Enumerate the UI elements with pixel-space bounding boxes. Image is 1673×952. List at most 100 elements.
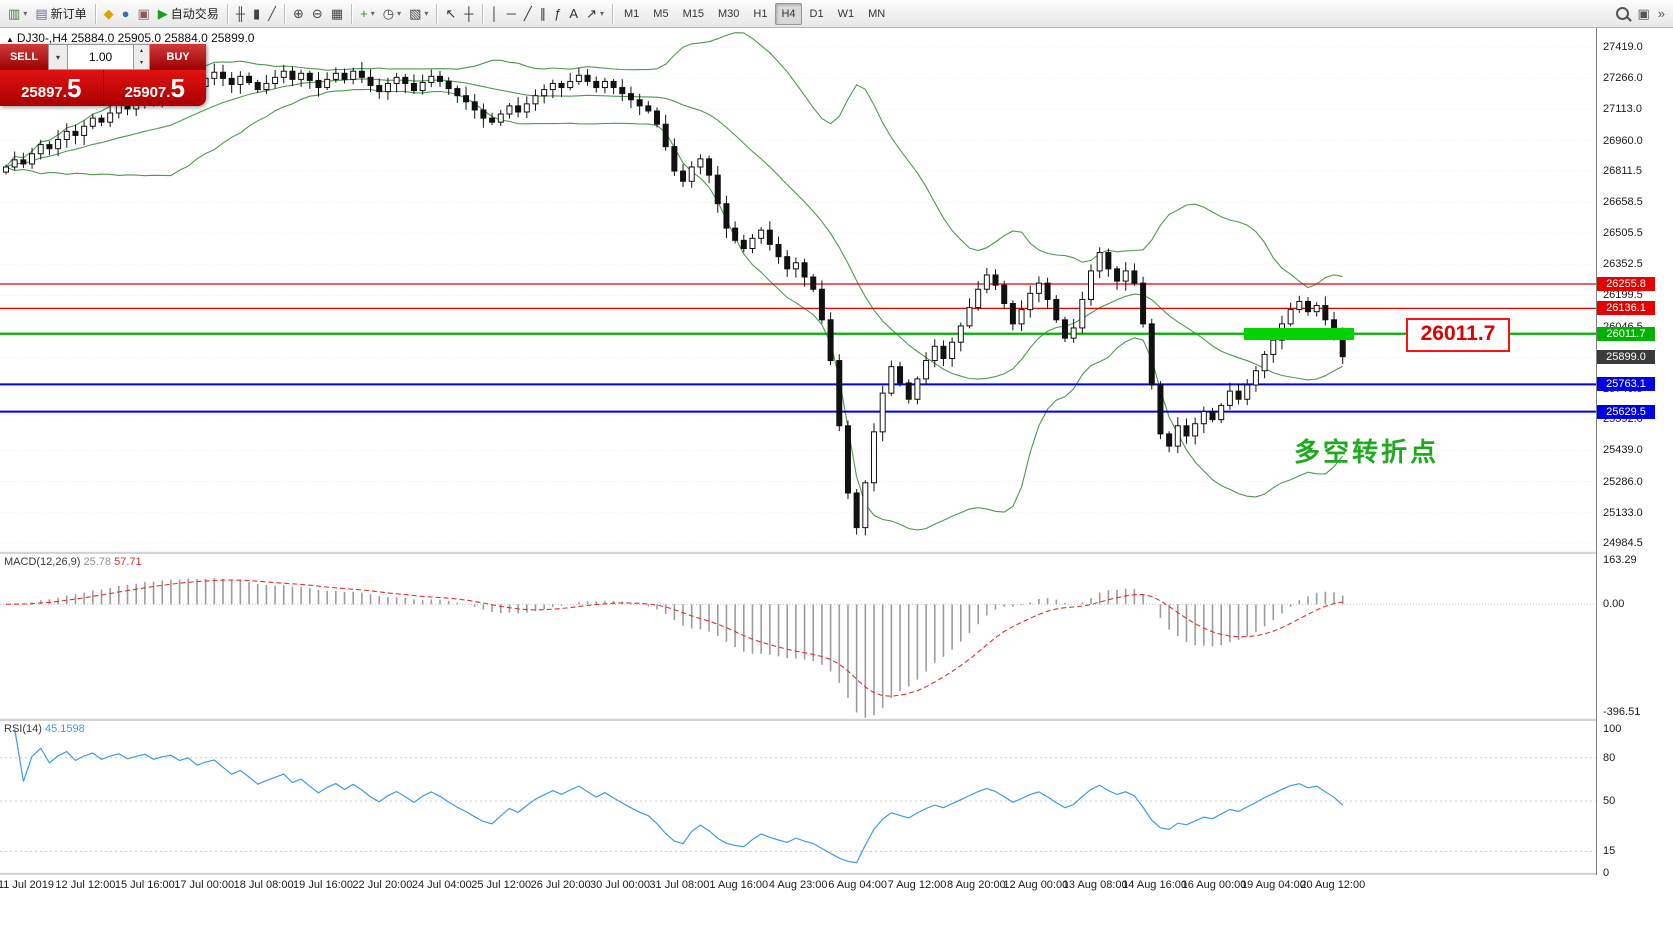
new-order-icon: ▤ (35, 6, 48, 21)
price-axis-label: 27113.0 (1603, 103, 1642, 116)
macd-axis-label: 163.29 (1603, 554, 1637, 566)
timeframe-m5-button[interactable]: M5 (653, 7, 669, 20)
macd-axis-label: 0.00 (1603, 598, 1625, 611)
price-axis[interactable]: 27419.0 27266.0 27113.0 26960.0 26811.5 26658… (1596, 28, 1673, 899)
bottom-spacer (0, 899, 1673, 952)
text-button[interactable]: A (565, 2, 582, 26)
volume-decrease-button[interactable]: ▾ (134, 57, 149, 69)
timeframe-d1-button[interactable]: D1 (809, 7, 824, 20)
zoom-in-icon: ⊕ (293, 6, 304, 21)
new-chart-button[interactable]: ▥ ▾ (4, 2, 31, 26)
bar-chart-button[interactable]: ╫ (232, 2, 249, 26)
terminal-button[interactable]: ▣ (133, 2, 153, 26)
navigator-button[interactable]: ● (118, 2, 134, 26)
toolbar-separator (284, 3, 285, 24)
price-axis-label: 25439.0 (1603, 444, 1643, 457)
timeframe-w1-button[interactable]: W1 (837, 7, 855, 20)
equidistant-channel-button[interactable]: ∥ (536, 2, 551, 26)
zoom-in-button[interactable]: ⊕ (289, 2, 308, 26)
indicators-button[interactable]: + ▾ (356, 2, 379, 26)
rsi-line (14, 728, 1344, 864)
market-watch-icon: ◆ (103, 6, 114, 21)
volume-dropdown-button[interactable]: ▾ (48, 44, 68, 70)
price-axis-label: 26505.5 (1603, 227, 1643, 240)
buy-price[interactable]: 25907. 5 (124, 73, 185, 103)
line-chart-icon: ╱ (268, 6, 276, 21)
vertical-line-button[interactable]: │ (487, 2, 503, 26)
autotrading-button[interactable]: ▶ 自动交易 (154, 2, 223, 26)
toolbar-separator (94, 3, 96, 24)
sell-button[interactable]: SELL (0, 44, 48, 70)
overflow-button[interactable]: » (1654, 2, 1669, 26)
candlestick-chart-canvas[interactable] (0, 28, 1596, 551)
support-zone-highlight[interactable] (1244, 328, 1354, 340)
main-chart-panel[interactable]: ▲ DJ30-,H4 25884.0 25905.0 25884.0 25899.… (0, 28, 1596, 551)
chart-symbol-period: DJ30-,H4 (16, 31, 68, 45)
date-axis-label: 31 Jul 08:00 (649, 879, 710, 891)
macd-panel[interactable]: MACD(12,26,9) 25.78 57.71 (0, 554, 1596, 718)
equidistant-channel-icon: ∥ (539, 6, 547, 21)
rsi-axis-label: 80 (1603, 751, 1616, 764)
trendline-icon: ╱ (523, 6, 532, 21)
date-axis-label: 16 Aug 00:00 (1181, 879, 1247, 891)
volume-increase-button[interactable]: ▴ (134, 45, 149, 57)
crosshair-button[interactable]: ┼ (460, 2, 477, 26)
price-axis-label: 27266.0 (1603, 72, 1643, 85)
new-window-button[interactable]: ▣ (1633, 2, 1653, 26)
caret-down-icon: ▾ (55, 52, 60, 62)
templates-button[interactable]: ▧ ▾ (405, 2, 432, 26)
date-axis-label: 20 Aug 12:00 (1300, 879, 1366, 891)
date-axis-label: 26 Jul 20:00 (530, 879, 591, 891)
horizontal-line-button[interactable]: ─ (503, 2, 520, 26)
cursor-button[interactable]: ↖ (441, 2, 460, 26)
volume-stepper: ▴ ▾ (134, 44, 150, 70)
grid-button[interactable]: ▦ (327, 2, 347, 26)
chart-title: ▲ DJ30-,H4 25884.0 25905.0 25884.0 25899.… (6, 31, 254, 45)
timeframe-mn-button[interactable]: MN (868, 7, 886, 20)
chinese-annotation-text[interactable]: 多空转折点 (1294, 437, 1440, 467)
periods-button[interactable]: ◷ ▾ (379, 2, 405, 26)
price-callout-label[interactable]: 26011.7 (1406, 318, 1510, 352)
date-axis-label: 24 Jul 04:00 (411, 879, 472, 891)
sell-price[interactable]: 25897. 5 (21, 73, 82, 103)
periods-icon: ◷ (382, 6, 395, 21)
fibonacci-button[interactable]: ƒ (550, 2, 565, 26)
timeframe-m1-button[interactable]: M1 (624, 7, 640, 20)
toolbar-separator (351, 3, 353, 24)
trendline-button[interactable]: ╱ (520, 2, 536, 26)
market-watch-button[interactable]: ◆ (100, 2, 118, 26)
timeframe-m15-button[interactable]: M15 (682, 7, 704, 20)
timeframe-m30-button[interactable]: M30 (717, 7, 740, 20)
date-axis-label: 14 Aug 16:00 (1122, 879, 1188, 891)
autotrading-label: 自动交易 (170, 7, 219, 21)
bar-chart-icon: ╫ (235, 6, 246, 21)
new-order-button[interactable]: ▤ 新订单 (31, 2, 90, 26)
rsi-axis-label: 0 (1603, 867, 1610, 879)
arrows-icon: ↗ (586, 6, 597, 21)
macd-indicator-label: MACD(12,26,9) 25.78 57.71 (4, 556, 142, 568)
toolbar-separator (436, 3, 438, 24)
macd-histogram (13, 578, 1344, 718)
rsi-panel[interactable]: RSI(14) 45.1598 (0, 721, 1596, 872)
toolbar: ▥ ▾ ▤ 新订单 ◆ ● ▣ ▶ 自动交易 ╫ ▮ ╱ ⊕ ⊖ ▦ + ▾ ◷ ▾ ▧ ▾ ↖ ┼ │ ─ ╱ ∥ ƒ A ↗ ▾ M1 M5… (0, 0, 1673, 28)
date-axis-label: 30 Jul 00:00 (590, 879, 650, 891)
search-button[interactable] (1612, 2, 1633, 26)
price-axis-label: 26199.5 (1603, 289, 1643, 302)
date-axis-label: 4 Aug 23:00 (768, 879, 828, 891)
line-chart-button[interactable]: ╱ (264, 2, 280, 26)
timeframe-h1-button[interactable]: H1 (753, 7, 768, 20)
date-axis[interactable]: 11 Jul 2019 12 Jul 12:00 15 Jul 16:00 17 Ju… (0, 875, 1673, 899)
grid-icon: ▦ (330, 6, 344, 21)
timeframe-h4-button[interactable]: H4 (775, 2, 802, 25)
zoom-out-button[interactable]: ⊖ (308, 2, 327, 26)
new-order-label: 新订单 (50, 7, 87, 21)
arrows-button[interactable]: ↗ ▾ (582, 2, 608, 26)
text-icon: A (569, 6, 579, 21)
volume-input[interactable] (68, 44, 134, 70)
rsi-indicator-label: RSI(14) 45.1598 (4, 723, 85, 735)
candlestick-chart-button[interactable]: ▮ (249, 2, 264, 26)
buy-button[interactable]: BUY (150, 44, 206, 70)
date-axis-label: 17 Jul 00:00 (174, 879, 235, 891)
cursor-icon: ↖ (445, 6, 457, 21)
date-axis-label: 8 Aug 20:00 (947, 879, 1006, 891)
